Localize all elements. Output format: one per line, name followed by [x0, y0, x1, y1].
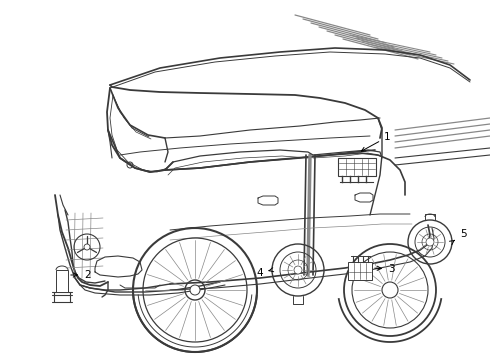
Circle shape — [294, 266, 302, 274]
Text: 1: 1 — [362, 132, 391, 151]
Circle shape — [84, 244, 90, 250]
FancyBboxPatch shape — [348, 262, 372, 280]
Circle shape — [190, 285, 200, 295]
Text: 3: 3 — [375, 264, 394, 274]
Text: 2: 2 — [71, 270, 91, 280]
Text: 4: 4 — [256, 268, 274, 278]
Text: 5: 5 — [449, 229, 466, 245]
Circle shape — [426, 238, 434, 246]
FancyBboxPatch shape — [56, 270, 68, 292]
FancyBboxPatch shape — [338, 158, 376, 176]
